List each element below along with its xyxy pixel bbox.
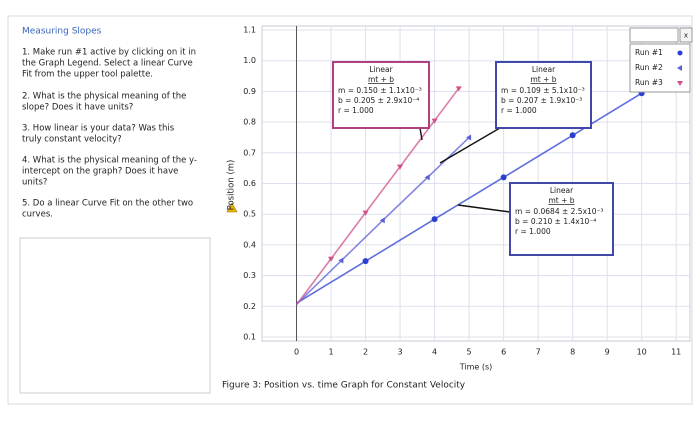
fit-m: m = 0.0684 ± 2.5x10⁻³	[515, 207, 604, 216]
legend-marker	[677, 50, 683, 56]
fit-formula: mt + b	[548, 196, 574, 205]
fit-box	[509, 182, 614, 256]
instruction-line: 4. What is the physical meaning of the y…	[22, 156, 197, 166]
fit-formula: mt + b	[530, 75, 556, 84]
legend-label[interactable]: Run #3	[635, 78, 663, 87]
instruction-line: slope? Does it have units?	[22, 103, 133, 113]
fit-r: r = 1.000	[515, 227, 551, 236]
x-tick-label: 1	[328, 348, 333, 357]
fit-m: m = 0.150 ± 1.1x10⁻³	[338, 86, 422, 95]
x-tick-label: 11	[671, 348, 681, 357]
leader-line	[439, 124, 506, 164]
x-tick-label: 3	[398, 348, 403, 357]
instruction-line: 1. Make run #1 active by clicking on it …	[22, 48, 196, 58]
legend-label[interactable]: Run #1	[635, 48, 663, 57]
legend-close: x	[684, 32, 688, 40]
legend-marker	[677, 81, 683, 86]
instruction-line: 3. How linear is your data? Was this	[22, 124, 175, 134]
data-point	[455, 86, 462, 92]
data-point	[431, 216, 438, 223]
y-tick-label: 1.1	[243, 26, 256, 35]
fit-box	[495, 61, 592, 129]
fit-formula: mt + b	[368, 75, 394, 84]
instruction-line: intercept on the graph? Does it have	[22, 167, 178, 177]
instruction-line: 2. What is the physical meaning of the	[22, 92, 186, 102]
fit-r: r = 1.000	[338, 106, 374, 115]
x-tick-label: 5	[467, 348, 472, 357]
data-point	[569, 132, 576, 139]
data-point	[424, 174, 430, 181]
instruction-line: truly constant velocity?	[22, 135, 122, 145]
data-point	[431, 118, 438, 124]
y-tick-label: 0.3	[243, 271, 256, 280]
legend-marker	[677, 65, 682, 71]
data-point	[379, 217, 385, 224]
frame	[7, 15, 693, 405]
instruction-line: Fit from the upper tool palette.	[22, 70, 153, 80]
x-tick-label: 6	[501, 348, 506, 357]
data-point	[362, 258, 369, 265]
y-tick-label: 0.7	[243, 148, 256, 157]
data-point	[362, 210, 369, 216]
instructions: 1. Make run #1 active by clicking on it …	[22, 48, 197, 220]
fit-box	[332, 61, 430, 129]
x-tick-label: 0	[294, 348, 299, 357]
panel-title: Measuring Slopes	[22, 27, 102, 37]
y-axis-label: Position (m)	[227, 160, 237, 211]
instruction-line: 5. Do a linear Curve Fit on the other tw…	[22, 199, 193, 209]
data-point	[328, 256, 335, 262]
plot: 0 1 2 3 4 5 6 7 8 9 10 11 0.1 0.2 0.3 0.4 0.5 0.6 0.7 0.8 0.…	[243, 26, 693, 357]
data-point	[397, 164, 404, 170]
y-tick-label: 0.5	[243, 210, 256, 219]
leader-line	[457, 204, 511, 213]
y-tick-label: 1.0	[243, 56, 256, 65]
fit-title: Linear	[550, 186, 574, 195]
x-tick-label: 2	[363, 348, 368, 357]
y-tick-label: 0.2	[243, 302, 256, 311]
x-tick-label: 9	[605, 348, 610, 357]
caption: Figure 3: Position vs. time Graph for Co…	[222, 381, 466, 391]
fit-title: Linear	[369, 65, 393, 74]
fit-b: b = 0.205 ± 2.9x10⁻⁴	[338, 96, 419, 105]
legend-search[interactable]	[629, 27, 679, 43]
y-tick-label: 0.4	[243, 240, 256, 249]
legend-close-box[interactable]	[679, 27, 693, 43]
fit-m: m = 0.109 ± 5.1x10⁻³	[501, 86, 585, 95]
instruction-line: units?	[22, 178, 47, 188]
x-axis-label: Time (s)	[459, 363, 493, 372]
fit-title: Linear	[532, 65, 556, 74]
x-tick-label: 7	[536, 348, 541, 357]
instruction-line: curves.	[22, 210, 53, 220]
fit-b: b = 0.207 ± 1.9x10⁻³	[501, 96, 582, 105]
y-tick-label: 0.8	[243, 118, 256, 127]
fit-line	[295, 87, 460, 306]
x-tick-label: 8	[570, 348, 575, 357]
data-point	[466, 134, 472, 141]
data-point	[500, 174, 507, 181]
fit-r: r = 1.000	[501, 106, 537, 115]
leader-line	[419, 127, 423, 141]
warning-icon	[226, 202, 238, 213]
y-tick-label: 0.1	[243, 333, 256, 342]
x-tick-label: 4	[432, 348, 437, 357]
x-tick-label: 10	[637, 348, 647, 357]
fit-b: b = 0.210 ± 1.4x10⁻⁴	[515, 217, 596, 226]
instruction-line: the Graph Legend. Select a linear Curve	[22, 59, 193, 69]
y-tick-label: 0.9	[243, 87, 256, 96]
legend-label[interactable]: Run #2	[635, 63, 663, 72]
data-point	[338, 257, 344, 264]
notes-box[interactable]	[19, 237, 211, 394]
y-tick-label: 0.6	[243, 179, 256, 188]
